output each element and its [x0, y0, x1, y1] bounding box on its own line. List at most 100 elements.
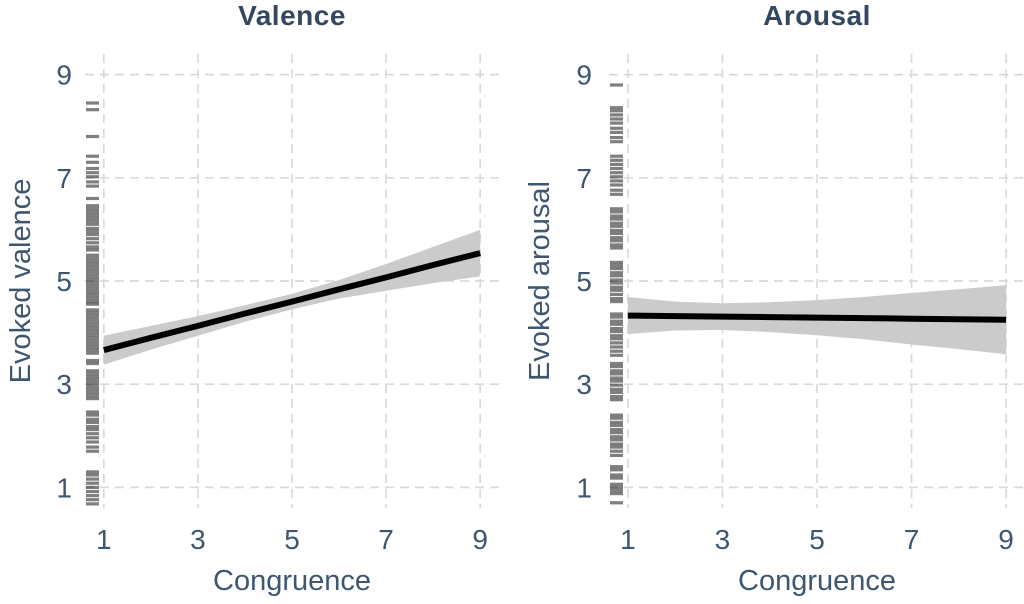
rug-mark: [610, 416, 623, 420]
rug-mark: [86, 180, 99, 184]
rug-mark: [610, 468, 623, 472]
rug-mark: [86, 233, 99, 237]
rug-mark: [86, 293, 99, 297]
rug-mark: [610, 117, 623, 121]
rug-mark: [86, 308, 99, 312]
rug-mark: [86, 387, 99, 391]
rug-mark: [86, 470, 99, 474]
rug-mark: [86, 330, 99, 334]
y-axis-title-arousal: Evoked arousal: [524, 181, 556, 381]
rug-mark: [610, 271, 623, 275]
rug-mark: [86, 326, 99, 331]
rug-mark: [86, 213, 99, 217]
rug-mark: [610, 221, 623, 225]
rug-mark: [86, 245, 99, 249]
y-tick-label: 9: [56, 60, 72, 91]
rug-mark: [610, 442, 623, 446]
rug-mark: [610, 175, 623, 179]
rug-mark: [610, 319, 623, 323]
rug-mark: [86, 449, 99, 453]
rug-mark: [86, 390, 99, 394]
rug-mark: [610, 267, 623, 271]
rug-mark: [610, 281, 623, 285]
rug-mark: [610, 431, 623, 435]
panel-title-valence: Valence: [238, 0, 346, 31]
rug-mark: [610, 179, 623, 183]
rug-mark: [610, 217, 623, 221]
rug-mark: [610, 239, 623, 243]
rug-mark: [86, 428, 99, 432]
rug-mark: [86, 101, 99, 105]
rug-mark: [610, 260, 623, 264]
rug-mark: [610, 300, 623, 304]
rug-mark: [610, 361, 623, 366]
rug-mark: [86, 154, 99, 158]
rug-mark: [86, 417, 99, 421]
x-tick-label: 5: [809, 524, 825, 555]
rug-mark: [86, 196, 99, 201]
rug-mark: [610, 83, 623, 87]
rug-mark: [86, 287, 99, 291]
y-tick-label: 3: [576, 369, 592, 400]
rug-mark: [86, 266, 99, 270]
rug-mark: [610, 383, 623, 387]
rug-mark: [86, 378, 99, 382]
y-tick-label: 9: [576, 60, 592, 91]
rug-mark: [610, 224, 623, 228]
rug-mark: [610, 207, 623, 211]
rug-mark: [86, 262, 99, 267]
rug-mark: [610, 390, 623, 394]
rug-mark: [86, 369, 99, 373]
rug-mark: [86, 436, 99, 440]
rug-mark: [610, 246, 623, 250]
rug-mark: [610, 435, 623, 439]
rug-mark: [86, 284, 99, 288]
rug-mark: [86, 314, 99, 318]
rug-mark: [610, 228, 623, 232]
y-tick-label: 7: [56, 163, 72, 194]
rug-mark: [610, 365, 623, 369]
rug-mark: [86, 237, 99, 241]
rug-mark: [86, 302, 99, 306]
rug-mark: [610, 292, 623, 296]
rug-mark: [86, 175, 99, 179]
rug-mark: [610, 183, 623, 187]
rug-mark: [610, 465, 623, 469]
rug-mark: [86, 424, 99, 429]
rug-mark: [610, 231, 623, 236]
rug-mark: [86, 216, 99, 220]
rug-mark: [610, 476, 623, 480]
rug-mark: [86, 269, 99, 273]
rug-mark: [610, 398, 623, 402]
rug-mark: [86, 397, 99, 401]
x-tick-label: 7: [378, 524, 394, 555]
rug-mark: [86, 210, 99, 214]
y-tick-label: 1: [576, 472, 592, 503]
rug-mark: [86, 489, 99, 494]
y-axis-title-valence: Evoked valence: [5, 178, 37, 384]
regression-line: [627, 312, 1007, 323]
rug-mark: [86, 333, 99, 337]
rug-mark: [610, 130, 623, 134]
rug-mark: [86, 348, 99, 352]
rug-mark: [610, 312, 623, 316]
rug-mark: [610, 376, 623, 380]
rug-mark: [86, 219, 99, 223]
y-tick-label: 5: [576, 266, 592, 297]
rug-mark: [86, 473, 99, 477]
x-tick-label: 7: [904, 524, 920, 555]
rug-mark: [610, 349, 623, 353]
rug-mark: [610, 106, 623, 110]
rug-mark: [86, 432, 99, 436]
rug-mark: [86, 358, 99, 363]
rug-mark: [610, 341, 623, 345]
confidence-band: [103, 229, 481, 365]
rug-mark: [86, 207, 99, 211]
rug-mark: [86, 275, 99, 279]
rug-mark: [86, 320, 99, 324]
x-tick-label: 9: [472, 524, 488, 555]
rug-mark: [86, 134, 99, 139]
rug-mark: [610, 395, 623, 399]
rug-mark: [610, 428, 623, 432]
